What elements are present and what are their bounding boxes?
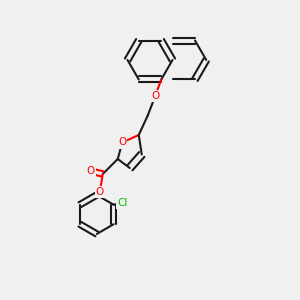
Text: O: O <box>87 166 95 176</box>
Text: O: O <box>151 91 159 101</box>
Text: O: O <box>96 187 104 197</box>
Text: Cl: Cl <box>117 198 128 208</box>
Text: O: O <box>118 137 126 148</box>
